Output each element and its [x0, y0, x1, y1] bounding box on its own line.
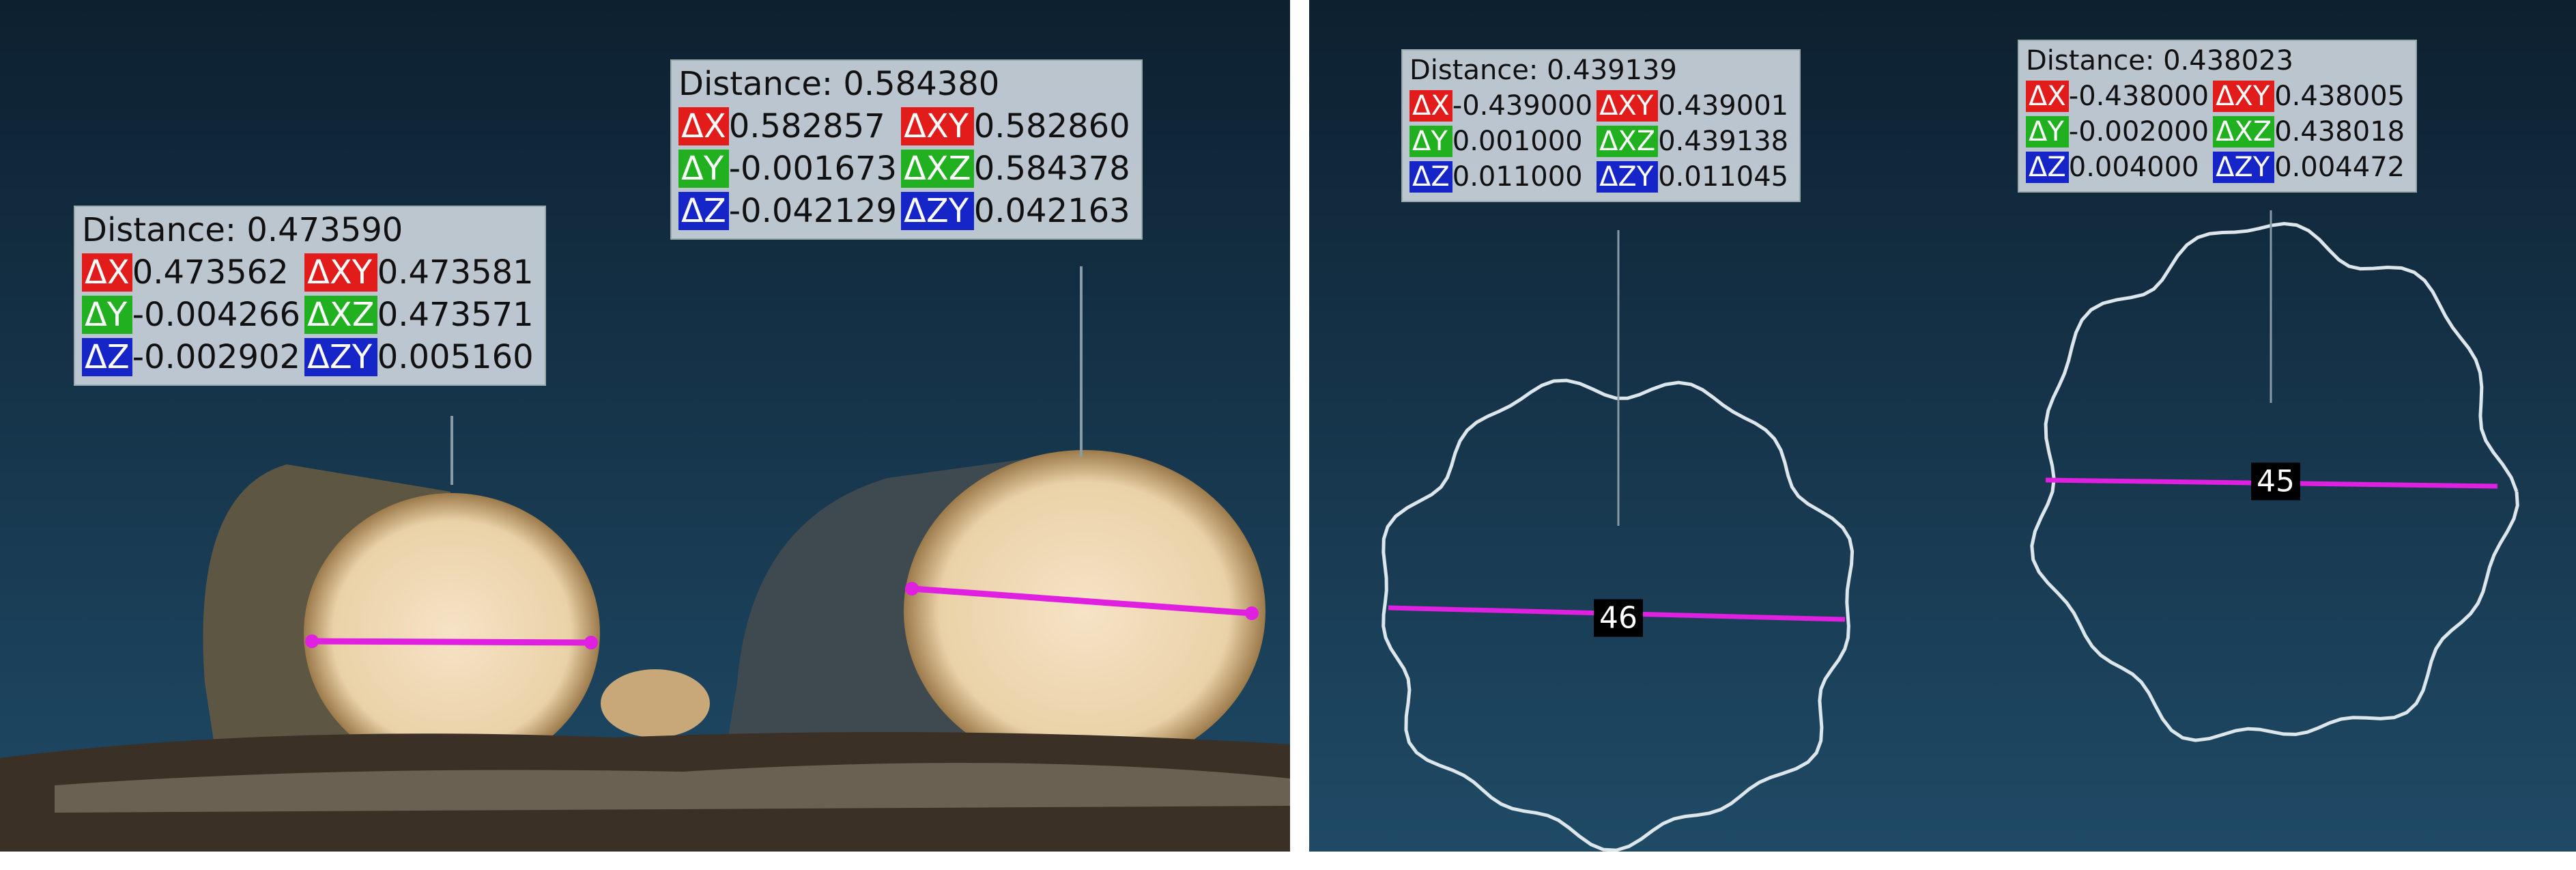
axis-value: -0.002000 — [2068, 116, 2209, 148]
delta-table: ΔX 0.473562 ΔXY 0.473581 ΔY -0.004266 ΔXZ 0.473… — [82, 249, 538, 380]
distance-label: Distance: 0.584380 — [678, 65, 1000, 103]
axis-value: 0.473562 — [132, 253, 289, 292]
measure-line — [311, 638, 592, 646]
axis-value: 0.439138 — [1658, 126, 1789, 157]
delta-table: ΔX 0.582857 ΔXY 0.582860 ΔY -0.001673 ΔXZ 0.584… — [678, 103, 1134, 234]
distance-label: Distance: 0.438023 — [2026, 45, 2293, 76]
axis-value: -0.002902 — [132, 338, 301, 376]
delta-row: ΔY -0.001673 ΔXZ 0.584378 — [678, 150, 1134, 188]
axis-value: 0.042163 — [973, 192, 1130, 230]
axis-key: ΔX — [678, 107, 729, 145]
axis-value: -0.042129 — [728, 192, 898, 230]
delta-row: ΔX 0.582857 ΔXY 0.582860 — [678, 107, 1134, 145]
axis-key: ΔZY — [304, 338, 377, 376]
axis-key: ΔXY — [901, 107, 974, 145]
axis-key: ΔXZ — [901, 150, 974, 188]
axis-value: 0.439001 — [1658, 90, 1789, 122]
measurement-box: Distance: 0.473590 ΔX 0.473562 ΔXY 0.473581 Δ… — [74, 206, 546, 386]
axis-key: ΔZ — [2026, 152, 2069, 183]
trunk-outline — [2030, 221, 2519, 742]
axis-key: ΔY — [678, 150, 729, 188]
delta-row: ΔX -0.438000 ΔXY 0.438005 — [2026, 81, 2409, 112]
axis-value: -0.439000 — [1452, 90, 1593, 122]
axis-key: ΔXZ — [2213, 116, 2275, 148]
distance-label: Distance: 0.439139 — [1409, 55, 1677, 86]
axis-key: ΔXY — [2213, 81, 2275, 112]
axis-value: 0.004472 — [2274, 152, 2405, 183]
trunk-outline — [1382, 378, 1855, 852]
delta-row: ΔX 0.473562 ΔXY 0.473581 — [82, 253, 538, 292]
measure-line — [911, 585, 1253, 617]
axis-key: ΔXY — [304, 253, 377, 292]
axis-value: -0.004266 — [132, 296, 301, 334]
axis-key: ΔZ — [1409, 161, 1452, 193]
axis-value: 0.001000 — [1452, 126, 1583, 157]
delta-table: ΔX -0.438000 ΔXY 0.438005 ΔY -0.002000 ΔXZ 0.43… — [2026, 76, 2409, 187]
measurement-box: Distance: 0.438023 ΔX -0.438000 ΔXY 0.438005… — [2018, 40, 2418, 193]
delta-row: ΔY -0.002000 ΔXZ 0.438018 — [2026, 116, 2409, 148]
axis-value: 0.582857 — [728, 107, 885, 145]
axis-key: ΔXZ — [1597, 126, 1659, 157]
delta-row: ΔY 0.001000 ΔXZ 0.439138 — [1409, 126, 1792, 157]
axis-value: 0.582860 — [973, 107, 1130, 145]
axis-key: ΔZY — [2213, 152, 2275, 183]
distance-label: Distance: 0.473590 — [82, 211, 403, 249]
axis-value: 0.011000 — [1452, 161, 1583, 193]
delta-row: ΔY -0.004266 ΔXZ 0.473571 — [82, 296, 538, 334]
axis-value: 0.438005 — [2274, 81, 2405, 112]
axis-key: ΔY — [1409, 126, 1452, 157]
delta-row: ΔZ -0.042129 ΔZY 0.042163 — [678, 192, 1134, 230]
axis-value: 0.005160 — [377, 338, 534, 376]
axis-key: ΔXY — [1597, 90, 1659, 122]
axis-key: ΔY — [82, 296, 132, 334]
log-face — [904, 450, 1265, 772]
log-face — [304, 493, 600, 773]
axis-value: 0.004000 — [2068, 152, 2199, 183]
delta-row: ΔX -0.439000 ΔXY 0.439001 — [1409, 90, 1792, 122]
delta-table: ΔX -0.439000 ΔXY 0.439001 ΔY 0.001000 ΔXZ 0.439… — [1409, 86, 1792, 197]
measurement-box: Distance: 0.439139 ΔX -0.439000 ΔXY 0.439001… — [1401, 49, 1801, 202]
delta-row: ΔZ 0.004000 ΔZY 0.004472 — [2026, 152, 2409, 183]
axis-value: 0.011045 — [1658, 161, 1789, 193]
axis-key: ΔX — [1409, 90, 1452, 122]
axis-value: 0.473571 — [377, 296, 534, 334]
delta-row: ΔZ 0.011000 ΔZY 0.011045 — [1409, 161, 1792, 193]
measurement-box: Distance: 0.584380 ΔX 0.582857 ΔXY 0.582860 Δ… — [670, 59, 1143, 240]
delta-row: ΔZ -0.002902 ΔZY 0.005160 — [82, 338, 538, 376]
axis-value: 0.584378 — [973, 150, 1130, 188]
axis-value: -0.438000 — [2068, 81, 2209, 112]
axis-key: ΔZ — [82, 338, 132, 376]
axis-key: ΔX — [2026, 81, 2069, 112]
segment-label: 46 — [1594, 599, 1643, 637]
axis-key: ΔZY — [901, 192, 974, 230]
axis-key: ΔY — [2026, 116, 2069, 148]
axis-key: ΔZY — [1597, 161, 1659, 193]
axis-value: 0.473581 — [377, 253, 534, 292]
segment-label: 45 — [2251, 462, 2300, 501]
axis-value: -0.001673 — [728, 150, 898, 188]
axis-key: ΔZ — [678, 192, 729, 230]
axis-value: 0.438018 — [2274, 116, 2405, 148]
axis-key: ΔXZ — [304, 296, 377, 334]
axis-key: ΔX — [82, 253, 132, 292]
